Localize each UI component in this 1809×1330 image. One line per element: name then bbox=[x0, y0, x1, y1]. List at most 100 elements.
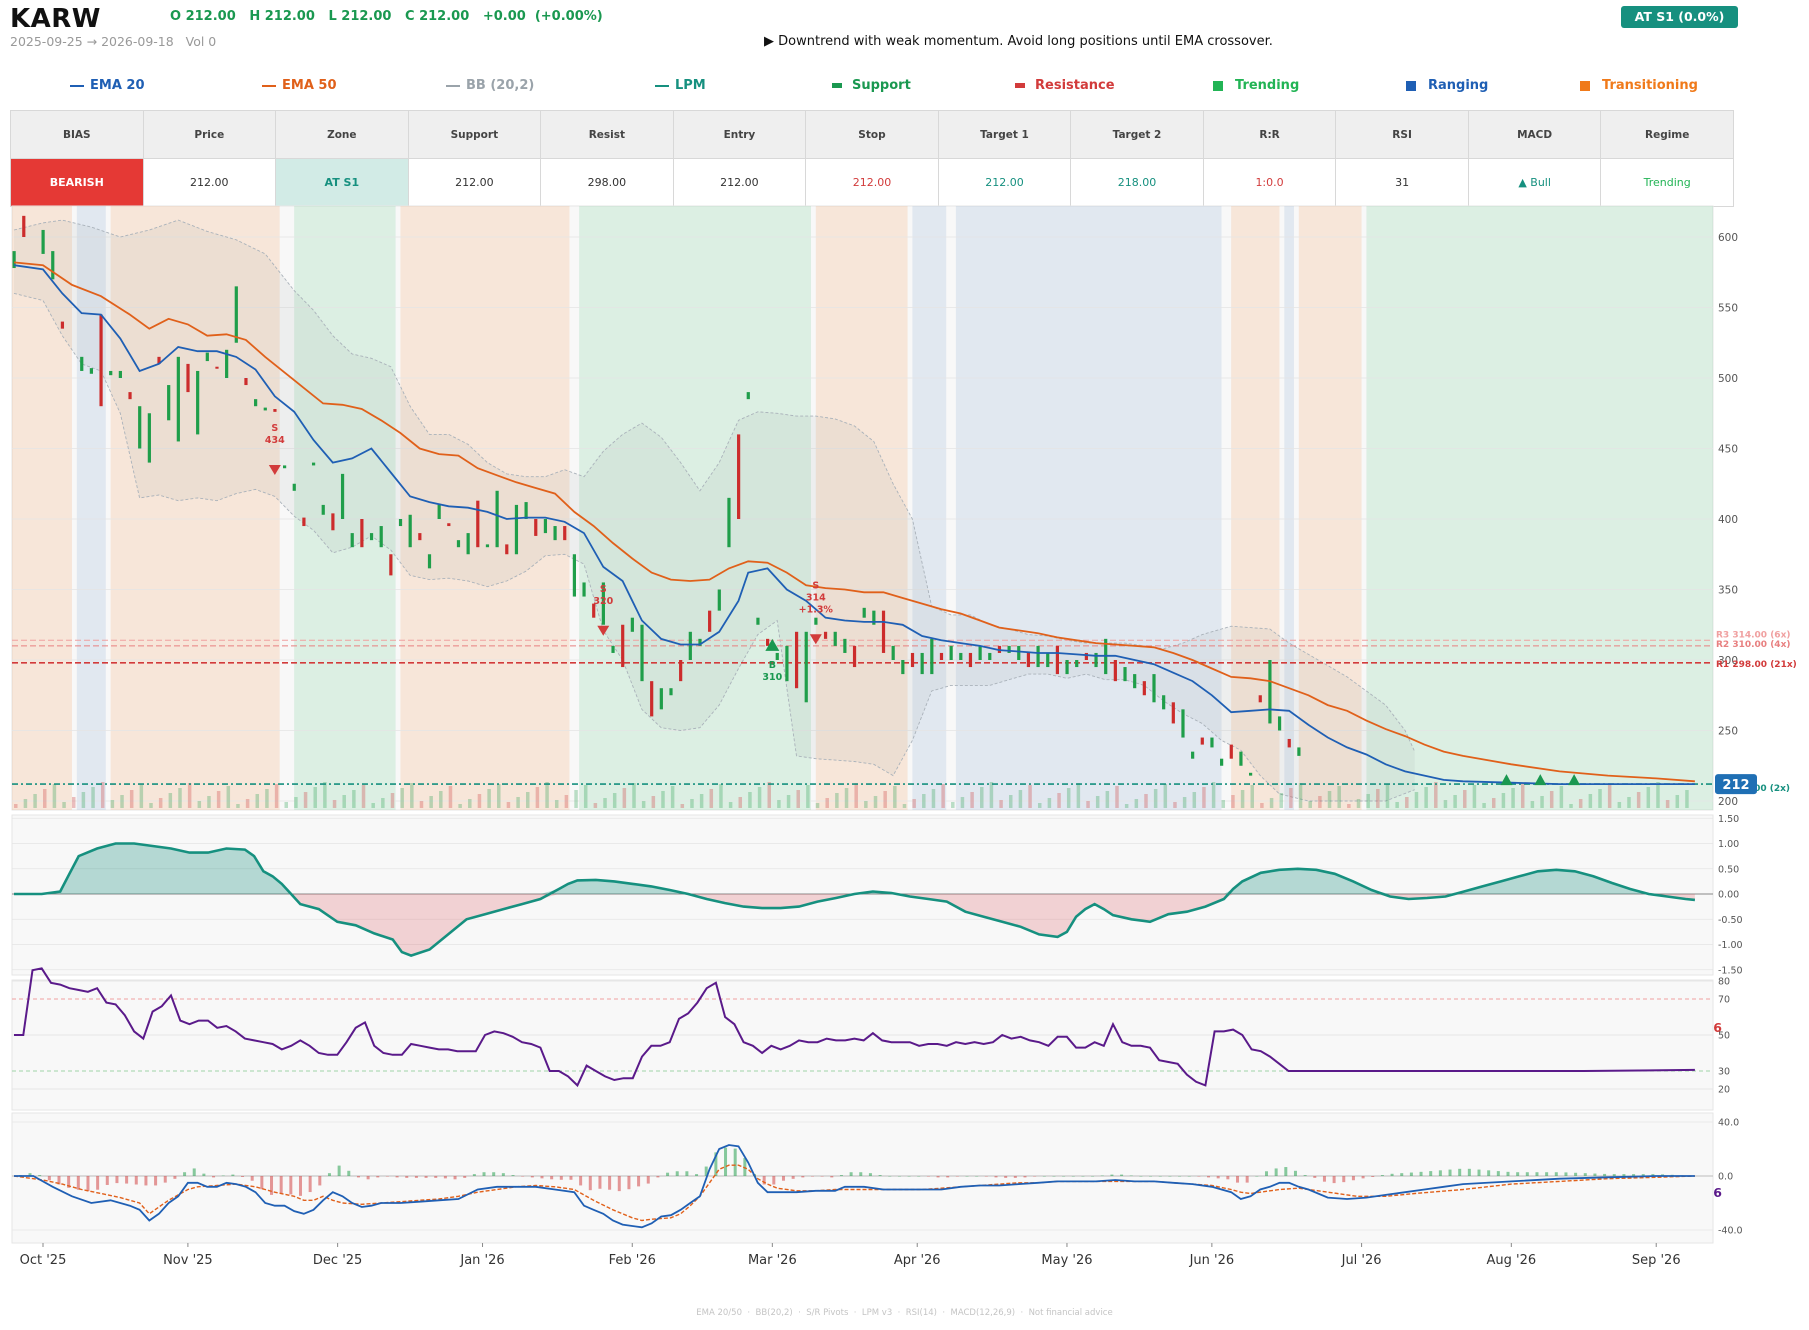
macd-histogram-bar bbox=[453, 1176, 457, 1180]
ohlc-readout: O 212.00 H 212.00 L 212.00 C 212.00 +0.0… bbox=[170, 9, 603, 24]
volume-bar bbox=[699, 794, 704, 808]
volume-bar bbox=[1047, 798, 1052, 808]
volume-bar bbox=[690, 799, 694, 808]
volume-bar bbox=[1434, 782, 1438, 808]
macd-histogram-bar bbox=[250, 1176, 254, 1181]
rsi-line bbox=[14, 967, 1695, 1088]
price-candle bbox=[1249, 772, 1253, 776]
price-candle bbox=[582, 582, 586, 597]
x-tick-label: Jan '26 bbox=[459, 1253, 504, 1268]
macd-histogram-bar bbox=[1303, 1175, 1307, 1176]
macd-histogram-bar bbox=[443, 1176, 447, 1179]
price-candle bbox=[563, 526, 567, 541]
price-candle bbox=[717, 589, 721, 611]
volume-bar bbox=[844, 788, 849, 808]
price-candle bbox=[283, 465, 287, 469]
price-tick-label: 600 bbox=[1718, 232, 1738, 244]
lpm-positive-area bbox=[14, 843, 1695, 894]
volume-bar bbox=[1453, 795, 1457, 808]
price-candle bbox=[891, 645, 895, 660]
macd-histogram-bar bbox=[414, 1176, 418, 1178]
legend-item[interactable]: Support bbox=[832, 78, 911, 93]
volume-bar bbox=[1463, 790, 1467, 808]
table-header-cell: Entry bbox=[672, 110, 807, 159]
macd-histogram-bar bbox=[1496, 1171, 1500, 1176]
macd-histogram-bar bbox=[984, 1176, 988, 1177]
price-candle bbox=[196, 370, 200, 435]
volume-bar bbox=[1095, 796, 1100, 808]
price-candle bbox=[340, 473, 345, 519]
macd-histogram-bar bbox=[569, 1176, 573, 1180]
macd-histogram-bar bbox=[1477, 1169, 1481, 1176]
table-header-cell: Target 1 bbox=[937, 110, 1072, 159]
legend-swatch-icon bbox=[1213, 80, 1223, 91]
macd-histogram-bar bbox=[550, 1176, 554, 1180]
macd-histogram-bar bbox=[637, 1176, 641, 1187]
x-tick-label: Aug '26 bbox=[1486, 1253, 1536, 1268]
volume-bar bbox=[1530, 801, 1535, 808]
buy-signal-icon bbox=[1534, 774, 1547, 786]
volume-bar bbox=[352, 790, 356, 808]
macd-histogram-bar bbox=[608, 1176, 612, 1190]
volume-bar bbox=[439, 791, 443, 808]
price-candle bbox=[872, 610, 876, 625]
x-tick-label: Nov '25 bbox=[163, 1253, 213, 1268]
macd-histogram-bar bbox=[192, 1168, 196, 1176]
signal-label: S bbox=[812, 580, 819, 591]
macd-histogram-bar bbox=[1525, 1172, 1529, 1176]
macd-histogram-bar bbox=[279, 1176, 283, 1194]
price-candle bbox=[698, 638, 702, 646]
legend-item[interactable]: LPM bbox=[655, 78, 706, 93]
macd-histogram-bar bbox=[772, 1176, 776, 1185]
macd-histogram-bar bbox=[38, 1175, 42, 1176]
legend-item[interactable]: Transitioning bbox=[1580, 78, 1698, 93]
volume-bar bbox=[815, 803, 820, 808]
volume-bar bbox=[873, 796, 878, 808]
volume-bar bbox=[158, 798, 163, 808]
volume-bar bbox=[1665, 800, 1670, 808]
macd-histogram-bar bbox=[878, 1175, 882, 1176]
volume-bar bbox=[1066, 788, 1071, 808]
volume-bar bbox=[400, 788, 404, 808]
macd-histogram-bar bbox=[1042, 1176, 1046, 1177]
price-candle bbox=[1220, 758, 1224, 766]
volume-bar bbox=[410, 783, 414, 808]
macd-histogram-bar bbox=[1467, 1168, 1471, 1176]
volume-bar bbox=[1376, 789, 1380, 808]
macd-histogram-bar bbox=[183, 1172, 187, 1176]
volume-bar bbox=[1211, 782, 1216, 808]
volume-bar bbox=[786, 795, 791, 808]
volume-bar bbox=[912, 799, 916, 808]
volume-bar bbox=[1482, 803, 1486, 808]
macd-histogram-bar bbox=[675, 1171, 679, 1176]
legend-item[interactable]: Ranging bbox=[1406, 78, 1488, 93]
legend-item[interactable]: BB (20,2) bbox=[446, 78, 534, 93]
legend-item[interactable]: Trending bbox=[1213, 78, 1299, 93]
volume-bar bbox=[603, 798, 607, 808]
volume-bar bbox=[361, 785, 366, 808]
legend-item[interactable]: Resistance bbox=[1015, 78, 1115, 93]
price-candle bbox=[920, 652, 924, 675]
volume-bar bbox=[1327, 791, 1332, 808]
legend-item[interactable]: EMA 50 bbox=[262, 78, 337, 93]
macd-histogram-bar bbox=[1293, 1170, 1297, 1176]
macd-histogram-bar bbox=[1651, 1174, 1655, 1176]
price-candle bbox=[1162, 695, 1166, 710]
price-tag-box bbox=[1715, 774, 1757, 795]
legend-item[interactable]: EMA 20 bbox=[70, 78, 145, 93]
macd-histogram-bar bbox=[1245, 1176, 1249, 1183]
macd-histogram-bar bbox=[270, 1176, 274, 1195]
price-candle bbox=[978, 645, 982, 660]
price-candle bbox=[659, 688, 663, 710]
volume-bar bbox=[1656, 782, 1660, 808]
lpm-tick-label: 0.50 bbox=[1718, 864, 1739, 875]
chart-svg: 200 250 300 350 400 450 500 550 600 R3 314.00 (6x… bbox=[11, 205, 1797, 1268]
volume-bar bbox=[1588, 794, 1593, 808]
table-value-cell: 1:0.0 bbox=[1202, 158, 1337, 207]
macd-histogram-bar bbox=[1574, 1172, 1578, 1176]
price-candle bbox=[514, 504, 519, 555]
macd-histogram-bar bbox=[231, 1174, 235, 1176]
macd-histogram-bar bbox=[260, 1176, 264, 1190]
table-value-cell: 212.00 bbox=[407, 158, 542, 207]
volume-bar bbox=[526, 792, 530, 808]
